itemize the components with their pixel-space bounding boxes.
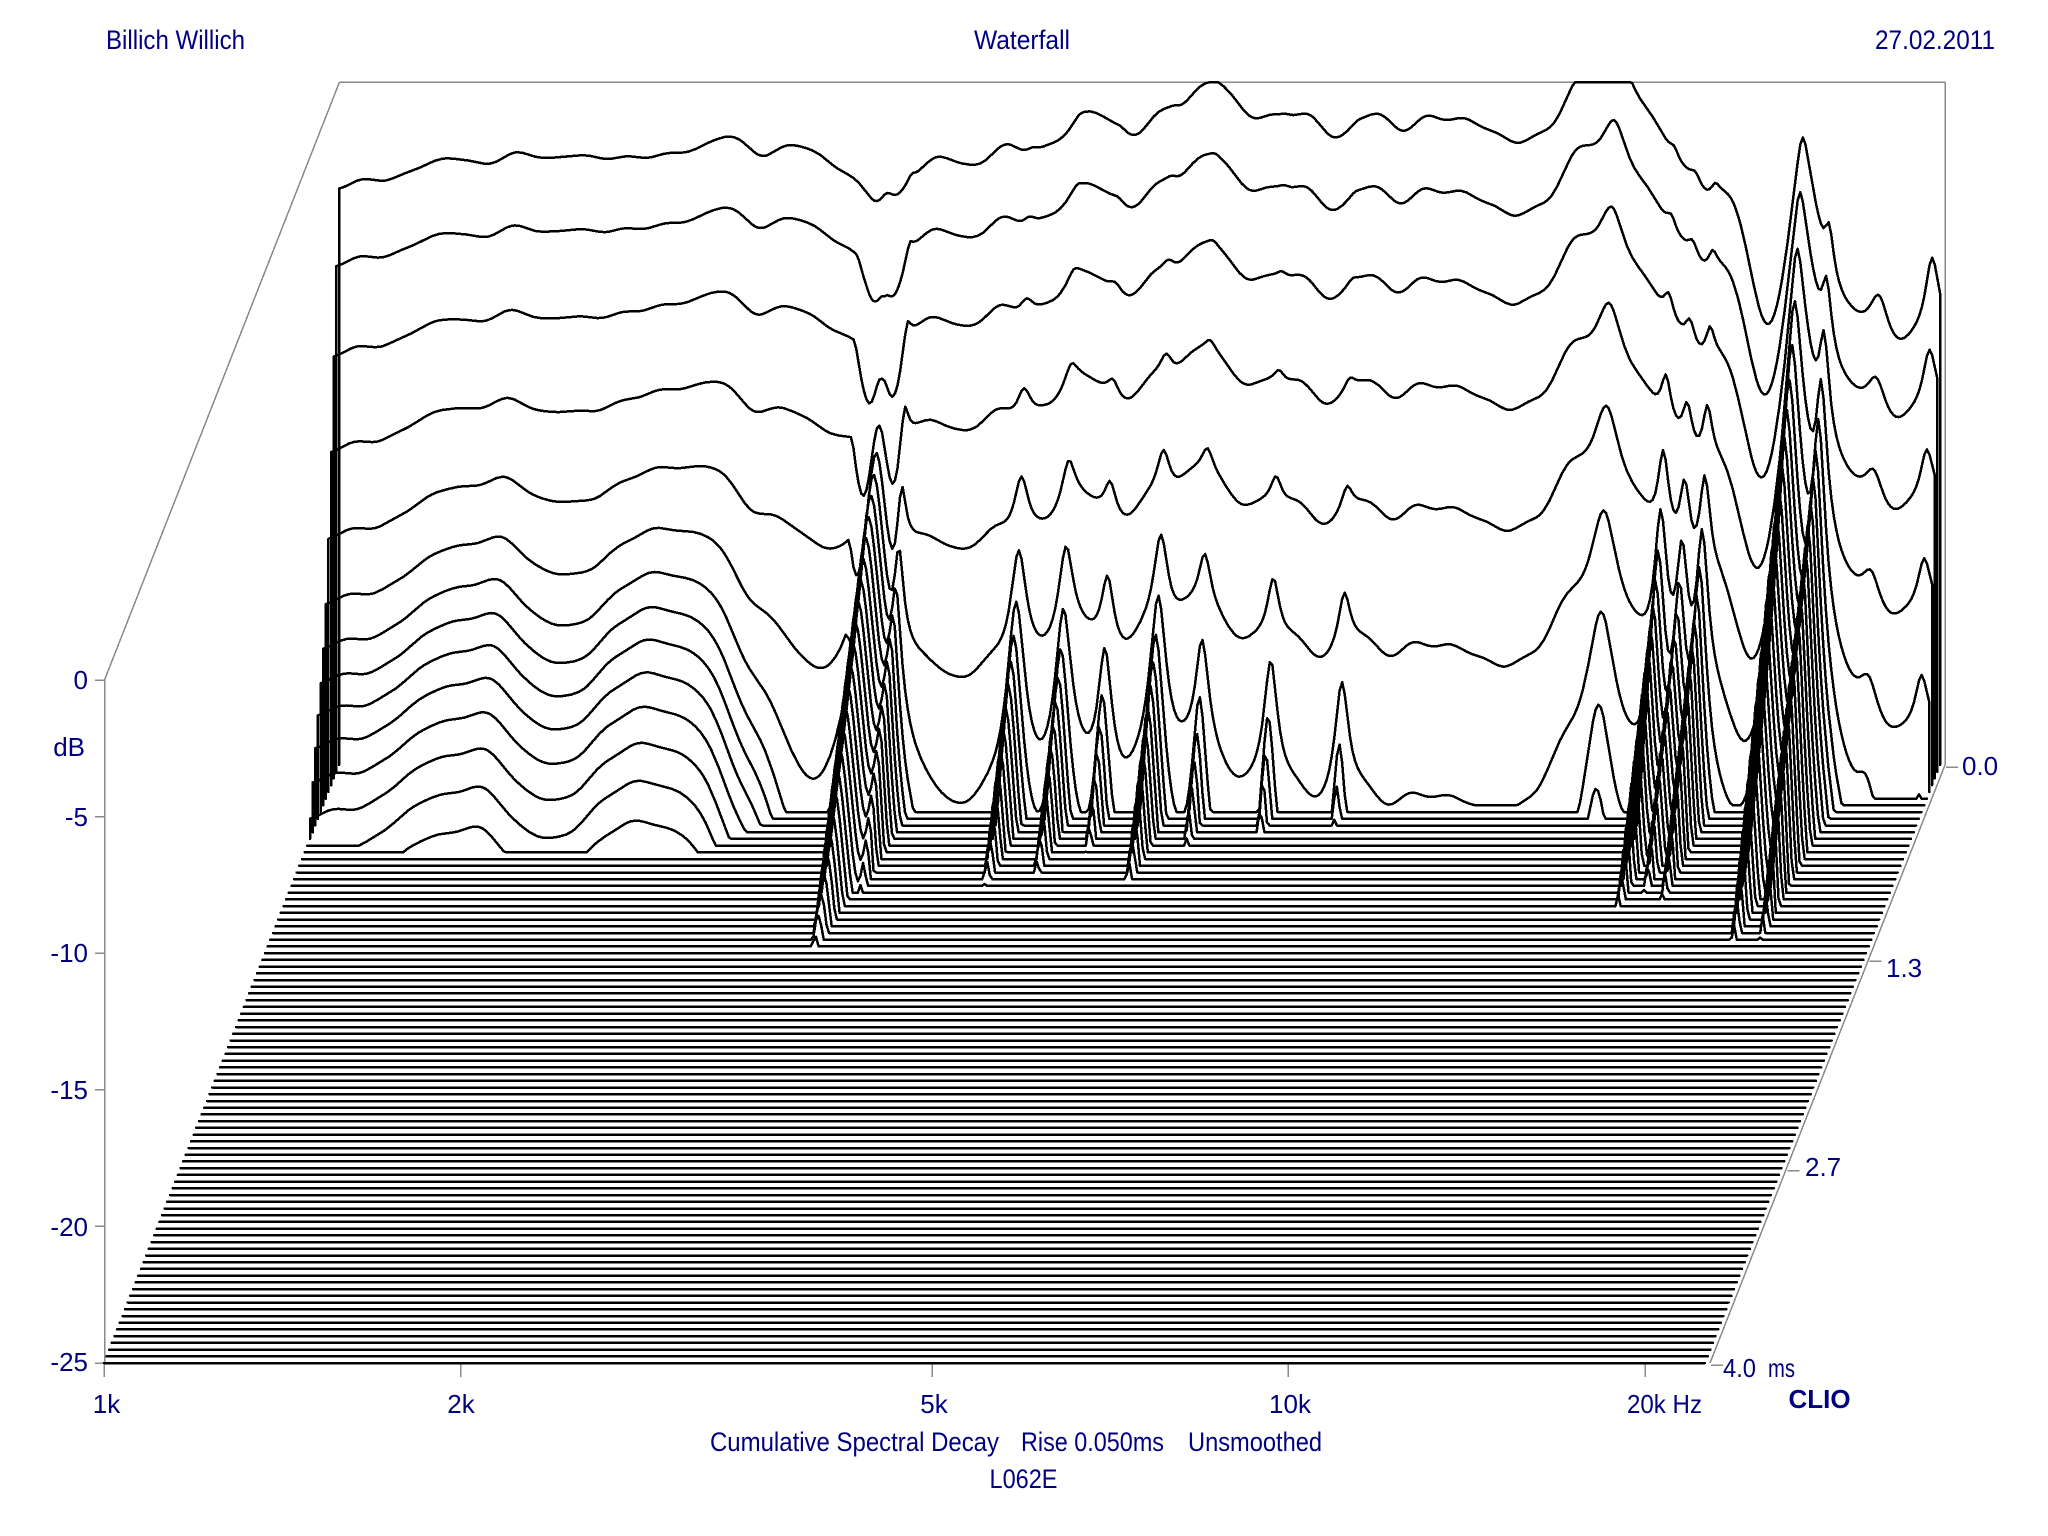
svg-text:Waterfall: Waterfall [974,25,1070,55]
svg-text:-5: -5 [65,802,88,832]
svg-text:10k: 10k [1269,1389,1312,1419]
svg-text:-25: -25 [50,1347,88,1377]
svg-text:1.3: 1.3 [1886,953,1922,983]
svg-text:dB: dB [53,732,85,762]
svg-text:1k: 1k [93,1389,121,1419]
svg-text:0: 0 [74,665,88,695]
svg-text:CLIO: CLIO [1788,1384,1850,1414]
svg-text:Billich Willich: Billich Willich [106,25,245,55]
svg-text:Cumulative Spectral Decay: Cumulative Spectral Decay [710,1427,999,1457]
svg-text:-15: -15 [50,1075,88,1105]
svg-text:ms: ms [1768,1353,1795,1383]
svg-text:20k Hz: 20k Hz [1627,1389,1702,1419]
svg-text:-10: -10 [50,938,88,968]
svg-text:2.7: 2.7 [1805,1152,1841,1182]
svg-text:0.0: 0.0 [1962,751,1998,781]
svg-text:4.0: 4.0 [1723,1353,1756,1383]
svg-text:2k: 2k [447,1389,475,1419]
svg-text:5k: 5k [920,1389,948,1419]
svg-text:L062E: L062E [990,1464,1058,1494]
svg-text:Unsmoothed: Unsmoothed [1188,1427,1322,1457]
svg-text:27.02.2011: 27.02.2011 [1875,25,1995,55]
svg-text:-20: -20 [50,1212,88,1242]
svg-text:Rise 0.050ms: Rise 0.050ms [1021,1427,1164,1457]
